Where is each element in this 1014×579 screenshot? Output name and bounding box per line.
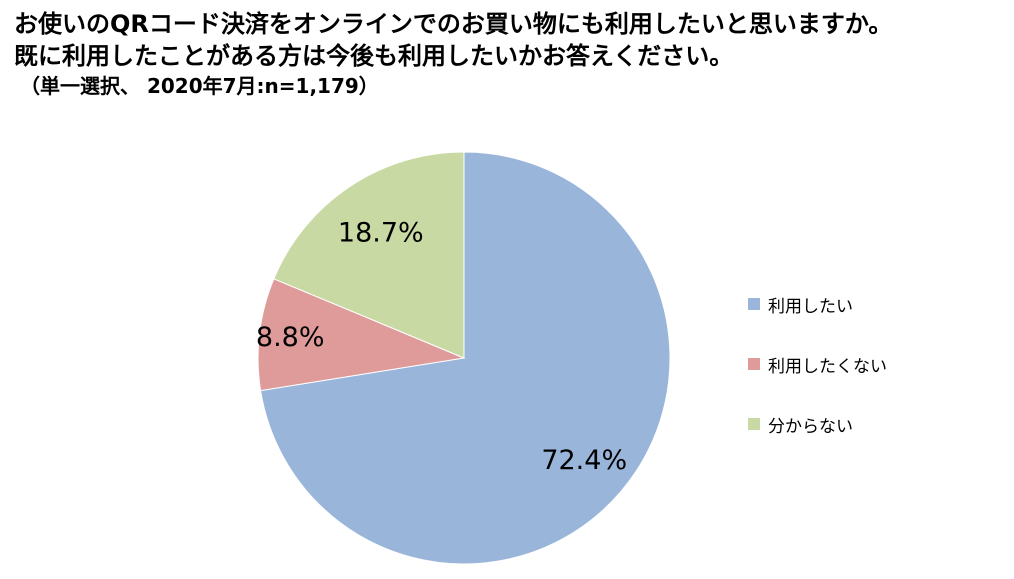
legend-label-want-to-use: 利用したい <box>768 296 853 317</box>
pie-label-want-to-use: 72.4% <box>541 445 627 476</box>
legend-swatch-do-not-want <box>748 358 760 370</box>
legend-item-want-to-use: 利用したい <box>748 292 887 317</box>
legend-label-not-sure: 分からない <box>768 416 853 437</box>
chart-subtitle: （単一選択、 2020年7月:n=1,179） <box>20 74 379 98</box>
chart-legend: 利用したい 利用したくない 分からない <box>748 292 887 472</box>
chart-title-block: お使いのQRコード決済をオンラインでのお買い物にも利用したいと思いますか。 既に… <box>14 8 1004 100</box>
pie-label-do-not-want: 8.8% <box>256 322 325 353</box>
chart-title-line-2: 既に利用したことがある方は今後も利用したいかお答えください。 <box>14 42 734 70</box>
legend-swatch-not-sure <box>748 418 760 430</box>
pie-slice-do-not-want <box>257 278 466 392</box>
legend-swatch-want-to-use <box>748 298 760 310</box>
pie-label-not-sure: 18.7% <box>338 218 424 249</box>
legend-item-do-not-want: 利用したくない <box>748 352 887 377</box>
pie-slice-not-sure <box>273 151 465 359</box>
chart-title-line-1: お使いのQRコード決済をオンラインでのお買い物にも利用したいと思いますか。 <box>14 10 893 38</box>
legend-label-do-not-want: 利用したくない <box>768 356 887 377</box>
pie-slice-want-to-use <box>260 151 671 565</box>
legend-item-not-sure: 分からない <box>748 412 887 437</box>
